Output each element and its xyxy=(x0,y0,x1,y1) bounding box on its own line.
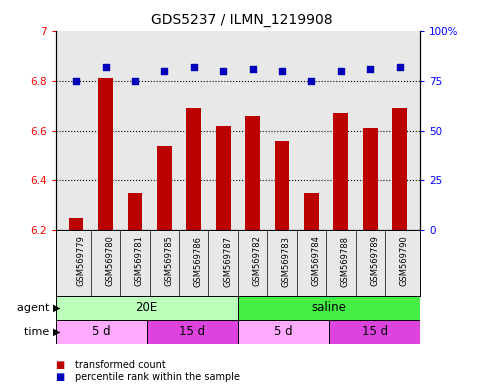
Text: 5 d: 5 d xyxy=(92,326,111,338)
Text: 5 d: 5 d xyxy=(274,326,293,338)
Point xyxy=(190,64,198,70)
Text: GSM569779: GSM569779 xyxy=(76,236,85,286)
Text: GSM569787: GSM569787 xyxy=(223,236,232,286)
Bar xyxy=(128,193,142,384)
Bar xyxy=(238,320,329,344)
Text: GSM569785: GSM569785 xyxy=(164,236,173,286)
Point xyxy=(102,64,110,70)
Bar xyxy=(333,113,348,384)
Bar xyxy=(275,141,289,384)
Text: GSM569786: GSM569786 xyxy=(194,236,203,286)
Text: 15 d: 15 d xyxy=(179,326,205,338)
Text: ▶: ▶ xyxy=(53,327,61,337)
Text: ■: ■ xyxy=(56,372,65,382)
Bar xyxy=(245,116,260,384)
Text: GSM569789: GSM569789 xyxy=(370,236,379,286)
Text: GSM569782: GSM569782 xyxy=(253,236,262,286)
Text: GSM569788: GSM569788 xyxy=(341,236,350,286)
Bar xyxy=(238,296,420,320)
Text: GSM569780: GSM569780 xyxy=(106,236,114,286)
Bar xyxy=(329,320,420,344)
Bar xyxy=(186,108,201,384)
Text: GSM569781: GSM569781 xyxy=(135,236,144,286)
Point xyxy=(131,78,139,84)
Point xyxy=(160,68,168,74)
Text: GSM569783: GSM569783 xyxy=(282,236,291,286)
Text: GSM569784: GSM569784 xyxy=(312,236,320,286)
Bar xyxy=(98,78,113,384)
Point xyxy=(396,64,403,70)
Text: agent: agent xyxy=(17,303,53,313)
Text: saline: saline xyxy=(312,301,346,314)
Bar xyxy=(69,218,84,384)
Text: ▶: ▶ xyxy=(53,303,61,313)
Text: GDS5237 / ILMN_1219908: GDS5237 / ILMN_1219908 xyxy=(151,13,332,27)
Bar xyxy=(304,193,319,384)
Bar xyxy=(157,146,172,384)
Point xyxy=(249,66,256,72)
Bar xyxy=(56,296,238,320)
Bar xyxy=(56,320,147,344)
Text: 15 d: 15 d xyxy=(362,326,388,338)
Text: 20E: 20E xyxy=(136,301,158,314)
Point xyxy=(366,66,374,72)
Point xyxy=(278,68,286,74)
Bar xyxy=(216,126,230,384)
Text: transformed count: transformed count xyxy=(75,360,166,370)
Point xyxy=(72,78,80,84)
Bar xyxy=(147,320,238,344)
Text: percentile rank within the sample: percentile rank within the sample xyxy=(75,372,240,382)
Bar xyxy=(363,128,378,384)
Text: ■: ■ xyxy=(56,360,65,370)
Bar xyxy=(392,108,407,384)
Point xyxy=(337,68,345,74)
Text: GSM569790: GSM569790 xyxy=(399,236,409,286)
Point xyxy=(219,68,227,74)
Text: time: time xyxy=(24,327,53,337)
Point xyxy=(308,78,315,84)
